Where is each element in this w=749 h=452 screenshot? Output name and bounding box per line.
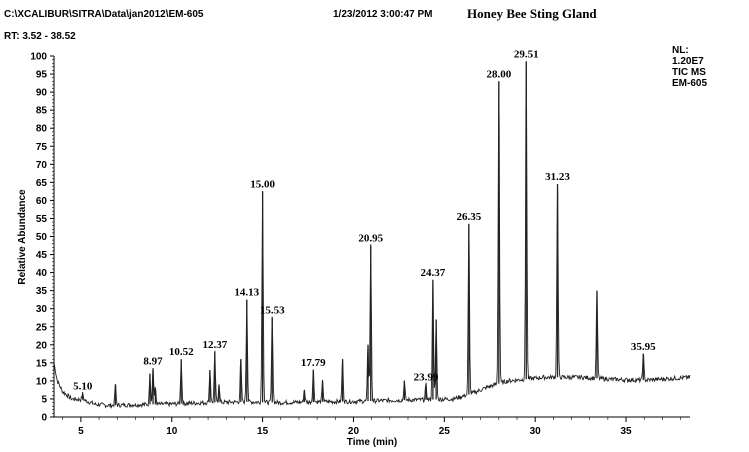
- tic-trace-line: [53, 61, 691, 410]
- y-tick-label: 40: [36, 268, 48, 279]
- peak-label: 12.37: [202, 339, 227, 351]
- x-tick-label: 20: [348, 426, 360, 437]
- nl-label: NL:: [672, 45, 689, 56]
- y-axis-title: Relative Abundance: [17, 189, 28, 285]
- y-tick-label: 60: [36, 196, 48, 207]
- peak-label: 35.95: [631, 341, 656, 353]
- peak-label: 24.37: [420, 267, 445, 279]
- peak-label: 5.10: [73, 381, 93, 393]
- scan-type: TIC MS: [672, 67, 706, 78]
- peak-label: 26.35: [456, 211, 481, 223]
- y-tick-label: 45: [36, 250, 48, 261]
- y-tick-label: 75: [36, 142, 48, 153]
- nl-info: NL: 1.20E7 TIC MS EM-605: [672, 45, 707, 89]
- x-tick-label: 5: [78, 426, 84, 437]
- peak-label: 29.51: [514, 48, 539, 60]
- peak-label: 17.79: [301, 357, 326, 369]
- y-tick-label: 20: [36, 340, 48, 351]
- peak-label: 31.23: [545, 171, 570, 183]
- acquisition-datetime: 1/23/2012 3:00:47 PM: [333, 9, 433, 20]
- y-tick-label: 35: [36, 286, 48, 297]
- y-tick-label: 55: [36, 214, 48, 225]
- x-axis-title: Time (min): [347, 437, 397, 448]
- peak-label: 15.53: [260, 305, 285, 317]
- x-tick-label: 30: [530, 426, 542, 437]
- peak-label: 23.99: [414, 372, 439, 384]
- y-tick-label: 100: [30, 52, 47, 63]
- file-path: C:\XCALIBUR\SITRA\Data\jan2012\EM-605: [4, 9, 204, 20]
- y-tick-label: 50: [36, 232, 48, 243]
- y-tick-label: 5: [41, 394, 47, 405]
- x-tick-label: 15: [257, 426, 269, 437]
- peak-label: 8.97: [143, 355, 163, 367]
- peak-label: 10.52: [169, 346, 194, 358]
- peak-label: 15.00: [250, 178, 275, 190]
- y-tick-label: 10: [36, 376, 48, 387]
- y-tick-label: 65: [36, 178, 48, 189]
- x-tick-label: 25: [439, 426, 451, 437]
- sample-id: EM-605: [672, 78, 708, 89]
- y-tick-label: 25: [36, 322, 48, 333]
- peak-label: 14.13: [234, 287, 259, 299]
- page-title: Honey Bee Sting Gland: [467, 6, 597, 21]
- x-tick-label: 35: [620, 426, 632, 437]
- y-tick-label: 90: [36, 88, 48, 99]
- y-tick-label: 30: [36, 304, 48, 315]
- y-tick-label: 85: [36, 106, 48, 117]
- y-tick-label: 95: [36, 70, 48, 81]
- nl-value: 1.20E7: [672, 56, 704, 67]
- y-tick-label: 15: [36, 358, 48, 369]
- y-tick-label: 70: [36, 160, 48, 171]
- y-tick-label: 80: [36, 124, 48, 135]
- rt-range: RT: 3.52 - 38.52: [4, 31, 76, 42]
- x-tick-label: 10: [166, 426, 178, 437]
- peak-label: 20.95: [358, 233, 383, 245]
- peak-label: 28.00: [486, 68, 511, 80]
- y-tick-label: 0: [41, 413, 47, 424]
